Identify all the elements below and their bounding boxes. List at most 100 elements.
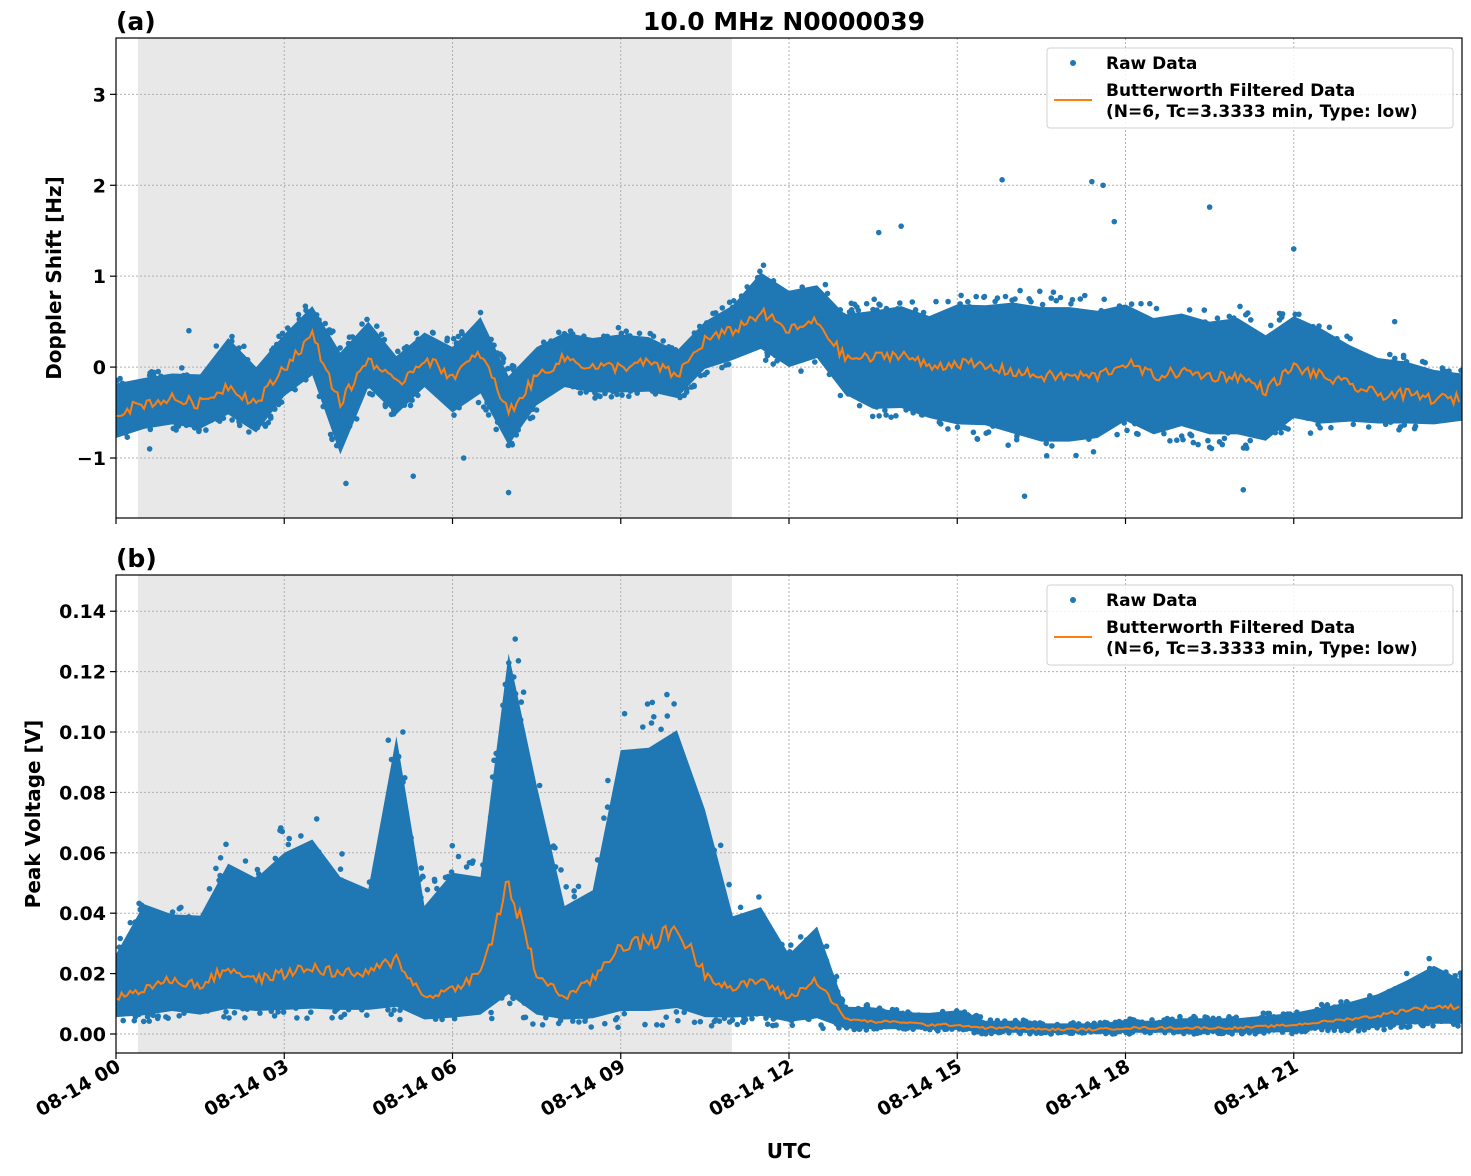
raw-data-point <box>433 1004 439 1010</box>
raw-data-point <box>763 357 769 363</box>
raw-data-point <box>1226 394 1232 400</box>
raw-data-point <box>605 778 611 784</box>
raw-data-point <box>784 358 790 364</box>
raw-data-point <box>1326 400 1332 406</box>
raw-data-point <box>1111 412 1117 418</box>
raw-data-point <box>1135 348 1141 354</box>
raw-data-point <box>328 883 334 889</box>
raw-data-point <box>488 337 494 343</box>
raw-data-point <box>649 958 655 964</box>
raw-data-point <box>734 339 740 345</box>
raw-data-point <box>303 303 309 309</box>
raw-data-point <box>900 323 906 329</box>
raw-data-point <box>1001 339 1007 345</box>
raw-data-point <box>718 987 724 993</box>
raw-data-point <box>414 998 420 1004</box>
raw-data-point <box>1260 1017 1266 1023</box>
raw-data-point <box>1202 1014 1208 1020</box>
raw-data-point <box>117 391 123 397</box>
raw-data-point <box>1048 336 1054 342</box>
raw-data-point <box>438 978 444 984</box>
raw-data-point <box>382 337 388 343</box>
raw-data-point <box>483 345 489 351</box>
raw-data-point <box>486 412 492 418</box>
raw-data-point <box>1351 422 1357 428</box>
raw-data-point <box>449 360 455 366</box>
y-tick-label: 3 <box>93 84 106 106</box>
raw-data-point <box>1095 348 1101 354</box>
raw-data-point <box>389 757 395 763</box>
raw-data-point <box>137 423 143 429</box>
raw-data-point <box>705 360 711 366</box>
raw-data-point <box>362 938 368 944</box>
raw-data-point <box>641 996 647 1002</box>
raw-data-point <box>851 1027 857 1033</box>
raw-data-point <box>618 373 624 379</box>
raw-data-point <box>1217 409 1223 415</box>
raw-data-point <box>855 339 861 345</box>
raw-data-point <box>1366 376 1372 382</box>
raw-data-point <box>937 419 943 425</box>
raw-data-point <box>526 358 532 364</box>
raw-data-point <box>672 383 678 389</box>
raw-data-point <box>152 964 158 970</box>
raw-data-point <box>741 938 747 944</box>
raw-data-point <box>215 907 221 913</box>
raw-data-point <box>838 393 844 399</box>
raw-data-point <box>550 890 556 896</box>
raw-data-point <box>650 826 656 832</box>
raw-data-point <box>904 379 910 385</box>
raw-data-point <box>1069 323 1075 329</box>
raw-data-point <box>429 984 435 990</box>
raw-data-point <box>1366 424 1372 430</box>
raw-data-point <box>224 942 230 948</box>
raw-data-point <box>979 313 985 319</box>
raw-data-outlier <box>1100 182 1106 188</box>
raw-data-point <box>196 429 202 435</box>
night-shaded-region <box>138 38 732 518</box>
raw-data-point <box>157 381 163 387</box>
raw-data-point <box>274 1002 280 1008</box>
raw-data-point <box>832 371 838 377</box>
raw-data-point <box>452 965 458 971</box>
raw-data-point <box>229 338 235 344</box>
raw-data-point <box>650 868 656 874</box>
raw-data-point <box>1273 430 1279 436</box>
raw-data-point <box>176 381 182 387</box>
raw-data-point <box>666 895 672 901</box>
raw-data-point <box>286 344 292 350</box>
raw-data-point <box>1222 436 1228 442</box>
raw-data-point <box>152 384 158 390</box>
raw-data-point <box>909 379 915 385</box>
raw-data-point <box>432 877 438 883</box>
raw-data-point <box>208 418 214 424</box>
raw-data-point <box>445 399 451 405</box>
raw-data-point <box>265 984 271 990</box>
raw-data-point <box>649 350 655 356</box>
raw-data-point <box>1351 361 1357 367</box>
raw-data-point <box>1257 400 1263 406</box>
raw-data-point <box>879 326 885 332</box>
raw-data-point <box>910 299 916 305</box>
raw-data-point <box>801 971 807 977</box>
raw-data-point <box>396 754 402 760</box>
raw-data-point <box>856 325 862 331</box>
raw-data-point <box>750 1000 756 1006</box>
raw-data-point <box>344 908 350 914</box>
raw-data-point <box>1184 340 1190 346</box>
raw-data-point <box>576 1019 582 1025</box>
raw-data-point <box>1445 388 1451 394</box>
raw-data-point <box>144 381 150 387</box>
raw-data-point <box>188 388 194 394</box>
raw-data-point <box>849 307 855 313</box>
raw-data-point <box>638 891 644 897</box>
raw-data-point <box>425 999 431 1005</box>
raw-data-point <box>1157 397 1163 403</box>
raw-data-point <box>406 965 412 971</box>
raw-data-point <box>656 788 662 794</box>
raw-data-point <box>660 957 666 963</box>
raw-data-point <box>911 1013 917 1019</box>
raw-data-point <box>425 373 431 379</box>
raw-data-point <box>961 382 967 388</box>
raw-data-point <box>370 938 376 944</box>
